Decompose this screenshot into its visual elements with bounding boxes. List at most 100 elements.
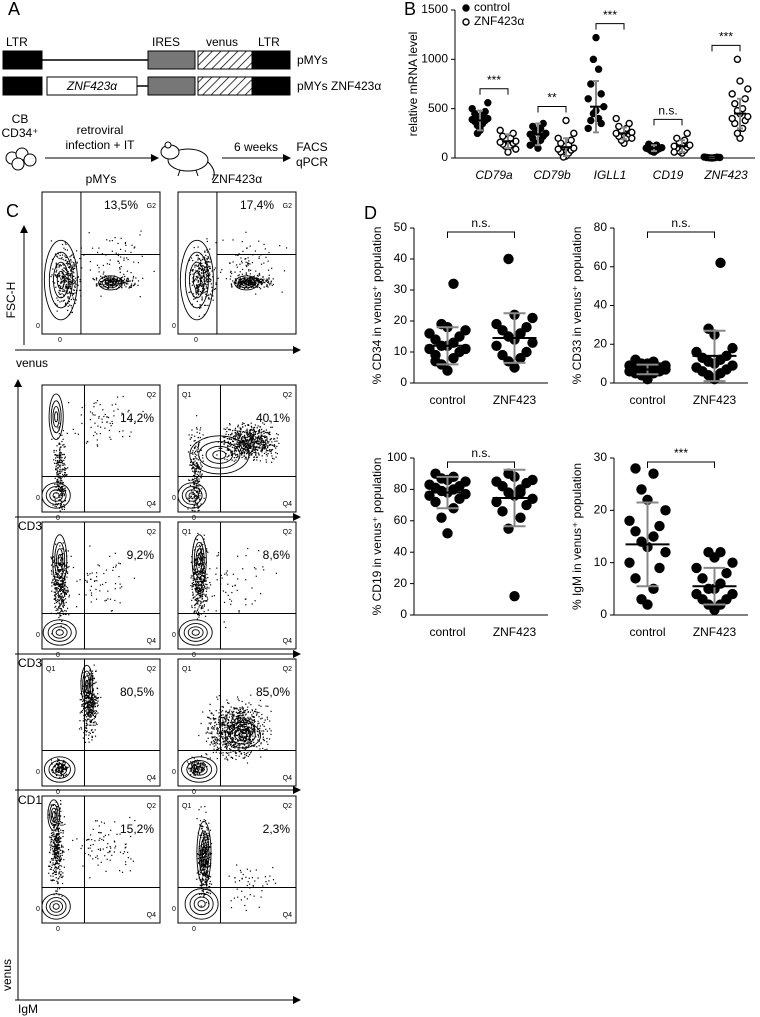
flow-event: [227, 742, 229, 744]
flow-event: [70, 259, 72, 261]
x-tick-label: ZNF423: [493, 625, 537, 639]
flow-event: [127, 283, 129, 285]
flow-event: [79, 278, 81, 281]
flow-event: [228, 423, 231, 425]
flow-event: [204, 304, 206, 306]
flow-event: [80, 710, 82, 713]
flow-event: [236, 445, 239, 447]
flow-event: [261, 449, 263, 451]
flow-event: [194, 596, 196, 598]
flow-event: [240, 452, 242, 455]
flow-event: [191, 303, 194, 305]
flow-event: [205, 280, 207, 282]
data-point: [515, 512, 526, 523]
flow-event: [242, 250, 244, 252]
data-point: [628, 134, 636, 142]
flow-event: [58, 273, 61, 275]
flow-event: [58, 464, 60, 466]
readout-label: qPCR: [296, 155, 328, 169]
flow-event: [197, 608, 199, 610]
flow-contour: [234, 275, 259, 291]
flow-event: [60, 277, 62, 279]
flow-event: [70, 255, 72, 257]
flow-event: [242, 568, 244, 570]
flow-event: [92, 675, 94, 677]
flow-event: [100, 295, 102, 297]
flow-event: [242, 440, 245, 442]
significance-label: n.s.: [671, 216, 690, 230]
flow-event: [226, 724, 228, 726]
flow-event: [192, 273, 194, 275]
flow-event: [196, 571, 198, 573]
flow-event: [50, 558, 53, 560]
flow-event: [93, 677, 95, 679]
flow-event: [64, 464, 66, 466]
flow-event: [127, 258, 129, 261]
flow-event: [67, 261, 69, 263]
flow-event: [231, 740, 233, 743]
flow-event: [66, 766, 68, 768]
flow-event: [227, 441, 229, 443]
flow-event: [58, 764, 60, 766]
flow-event: [61, 620, 63, 623]
flow-event: [273, 445, 275, 447]
flow-event: [56, 504, 59, 506]
flow-event: [90, 594, 93, 596]
flow-event: [271, 461, 273, 463]
flow-event: [252, 429, 254, 431]
flow-event: [57, 598, 59, 601]
flow-event: [229, 730, 231, 732]
flow-event: [234, 449, 236, 451]
flow-event: [259, 442, 261, 444]
flow-event: [199, 498, 201, 500]
flow-event: [92, 672, 94, 675]
flow-event: [199, 604, 201, 606]
flow-event: [234, 427, 237, 429]
flow-event: [112, 280, 115, 283]
flow-event: [254, 600, 256, 602]
flow-event: [258, 282, 260, 284]
y-tick-label: 20: [394, 576, 408, 590]
flow-event: [58, 485, 60, 487]
flow-event: [129, 435, 131, 438]
flow-event: [63, 469, 65, 471]
flow-event: [257, 284, 260, 286]
flow-event: [58, 432, 60, 435]
data-point: [442, 365, 453, 376]
flow-event: [232, 718, 234, 720]
flow-event: [245, 728, 247, 730]
flow-event: [261, 451, 263, 453]
flow-event: [206, 548, 208, 550]
data-point: [733, 129, 742, 138]
flow-event: [58, 579, 60, 582]
flow-event: [244, 456, 247, 459]
flow-event: [255, 568, 257, 570]
flow-event: [93, 278, 95, 281]
data-point: [509, 590, 520, 602]
flow-event: [206, 258, 208, 261]
flow-event: [230, 742, 232, 744]
flow-event: [260, 449, 262, 451]
flow-event: [59, 489, 62, 492]
flow-event: [194, 572, 196, 574]
x-tick-label: ZNF423: [693, 393, 737, 407]
flow-event: [63, 604, 65, 606]
flow-event: [227, 442, 229, 444]
significance-bracket: [447, 461, 515, 468]
flow-event: [204, 580, 206, 582]
insert-label: ZNF423α: [66, 79, 118, 93]
flow-event: [59, 585, 61, 588]
flow-event: [247, 547, 249, 550]
flow-event: [62, 542, 64, 544]
flow-event: [242, 437, 244, 439]
flow-event: [246, 439, 248, 441]
flow-event: [60, 479, 62, 481]
flow-event: [58, 257, 60, 260]
flow-event: [54, 594, 56, 596]
flow-event: [56, 276, 58, 278]
flow-event: [205, 262, 207, 265]
quadrant-value: 40,1%: [256, 411, 290, 425]
flow-event: [67, 591, 69, 593]
flow-event: [225, 715, 227, 718]
flow-event: [59, 607, 61, 609]
